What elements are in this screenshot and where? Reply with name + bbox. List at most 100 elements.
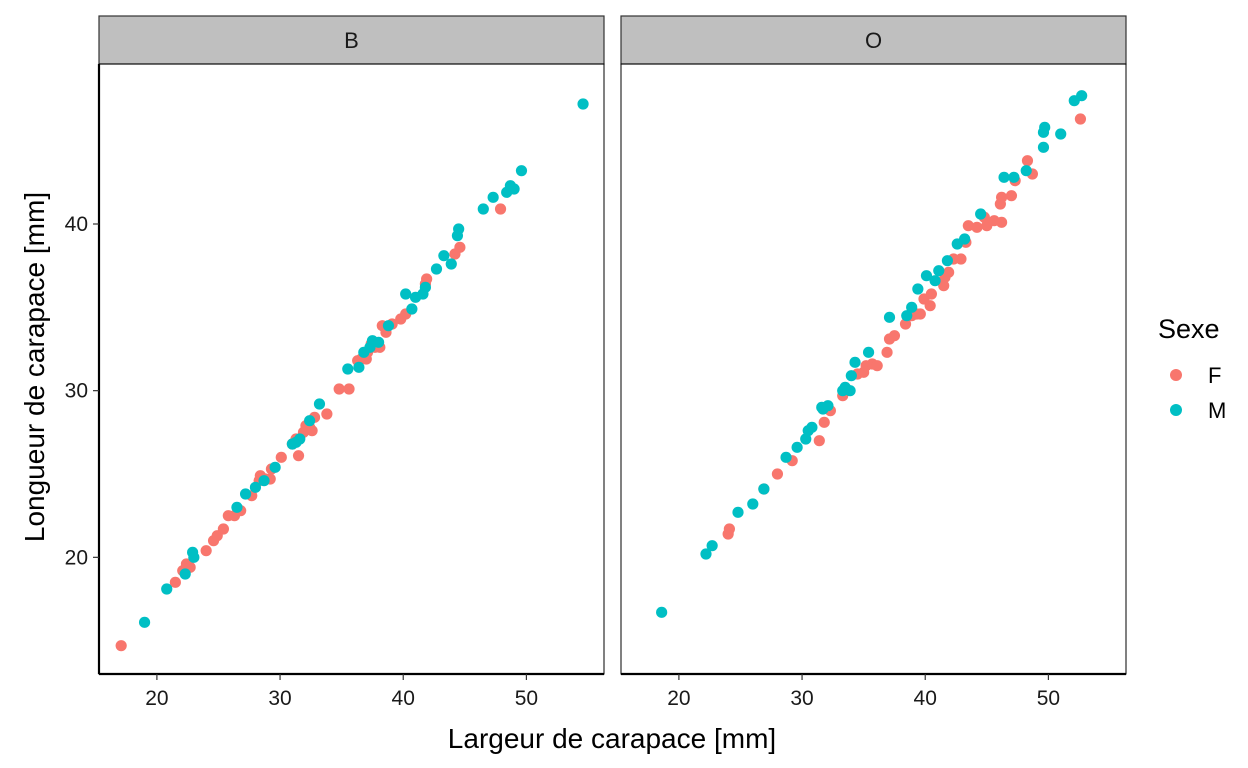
data-point bbox=[920, 270, 933, 282]
data-point bbox=[938, 280, 950, 292]
data-point bbox=[419, 281, 432, 293]
data-point bbox=[342, 363, 354, 375]
facet-strip-label: B bbox=[344, 28, 359, 53]
data-point bbox=[995, 191, 1008, 203]
data-point bbox=[294, 433, 306, 445]
data-point bbox=[845, 370, 857, 382]
data-point bbox=[780, 451, 792, 463]
data-point bbox=[914, 308, 926, 320]
x-axis-title: Largeur de carapace [mm] bbox=[448, 723, 776, 754]
data-point bbox=[161, 583, 173, 595]
data-point bbox=[421, 273, 433, 285]
x-tick-label: 30 bbox=[268, 687, 291, 710]
data-point bbox=[941, 255, 954, 267]
data-point bbox=[179, 568, 191, 580]
data-point bbox=[955, 253, 967, 265]
data-point bbox=[883, 311, 896, 323]
data-point bbox=[372, 336, 385, 348]
facet-strip bbox=[98, 15, 605, 65]
legend-label-f: F bbox=[1208, 363, 1221, 388]
data-point bbox=[1008, 171, 1020, 183]
facet-panels: B 20 30 40 50 20 30 40 O 20 30 40 50 bbox=[65, 15, 1127, 710]
data-point bbox=[258, 475, 270, 487]
data-point bbox=[924, 300, 936, 312]
data-point bbox=[217, 523, 230, 535]
series-m bbox=[138, 98, 589, 628]
data-point bbox=[438, 250, 450, 262]
data-point bbox=[1037, 141, 1050, 153]
y-axis-title: Longueur de carapace [mm] bbox=[19, 192, 50, 542]
data-point bbox=[929, 275, 941, 287]
data-point bbox=[515, 165, 528, 177]
data-point bbox=[1039, 121, 1051, 133]
x-tick-label: 50 bbox=[515, 687, 538, 710]
data-point bbox=[906, 301, 918, 313]
data-point bbox=[888, 330, 901, 342]
x-tick-label: 50 bbox=[1037, 687, 1060, 710]
data-point bbox=[862, 346, 875, 358]
data-point bbox=[732, 506, 744, 518]
data-point bbox=[115, 640, 127, 652]
data-point bbox=[995, 216, 1008, 228]
data-point bbox=[723, 523, 735, 535]
data-point bbox=[1076, 90, 1088, 102]
data-point bbox=[700, 548, 712, 560]
legend-title: Sexe bbox=[1158, 314, 1220, 344]
data-point bbox=[400, 288, 412, 300]
data-point bbox=[881, 346, 893, 358]
data-point bbox=[169, 576, 181, 588]
data-point bbox=[353, 361, 365, 373]
data-point bbox=[494, 203, 507, 215]
data-point bbox=[747, 498, 759, 510]
data-point bbox=[306, 425, 318, 437]
data-point bbox=[901, 310, 913, 322]
data-point bbox=[971, 221, 983, 233]
data-point bbox=[453, 223, 465, 235]
legend-key-m bbox=[1170, 404, 1182, 416]
x-tick-label: 20 bbox=[145, 687, 168, 710]
data-point bbox=[477, 203, 489, 215]
data-point bbox=[313, 398, 326, 410]
data-point bbox=[813, 435, 825, 447]
data-point bbox=[925, 288, 937, 300]
data-point bbox=[899, 318, 912, 330]
data-point bbox=[304, 415, 316, 427]
data-point bbox=[1005, 190, 1018, 202]
legend: Sexe F M bbox=[1158, 314, 1226, 423]
data-point bbox=[1055, 128, 1067, 140]
data-point bbox=[249, 481, 262, 493]
data-point bbox=[333, 383, 345, 395]
data-point bbox=[269, 461, 281, 473]
data-point bbox=[706, 540, 718, 552]
data-point bbox=[791, 441, 803, 453]
x-tick-label: 30 bbox=[790, 687, 813, 710]
x-tick-label: 20 bbox=[667, 687, 690, 710]
data-point bbox=[292, 450, 305, 462]
data-point bbox=[871, 360, 883, 372]
facet-strip-label: O bbox=[865, 28, 882, 53]
data-point bbox=[1074, 113, 1087, 125]
data-point bbox=[577, 98, 589, 110]
legend-key-f bbox=[1170, 369, 1182, 381]
data-point bbox=[959, 233, 971, 245]
x-tick-label: 40 bbox=[392, 687, 415, 710]
data-point bbox=[822, 400, 834, 412]
data-point bbox=[1020, 165, 1032, 177]
y-tick-label: 20 bbox=[65, 546, 88, 569]
facet-panel-b: B 20 30 40 50 20 30 40 bbox=[65, 15, 605, 710]
data-point bbox=[445, 258, 457, 270]
data-point bbox=[962, 220, 974, 232]
data-point bbox=[138, 616, 151, 628]
data-point bbox=[771, 468, 784, 480]
data-point bbox=[933, 265, 945, 277]
data-point bbox=[998, 171, 1010, 183]
data-point bbox=[275, 451, 287, 463]
legend-label-m: M bbox=[1208, 398, 1226, 423]
series-m bbox=[656, 90, 1088, 618]
data-point bbox=[656, 606, 668, 618]
data-point bbox=[321, 408, 333, 420]
data-point bbox=[1021, 155, 1034, 167]
data-point bbox=[943, 266, 955, 278]
data-point bbox=[382, 320, 395, 332]
